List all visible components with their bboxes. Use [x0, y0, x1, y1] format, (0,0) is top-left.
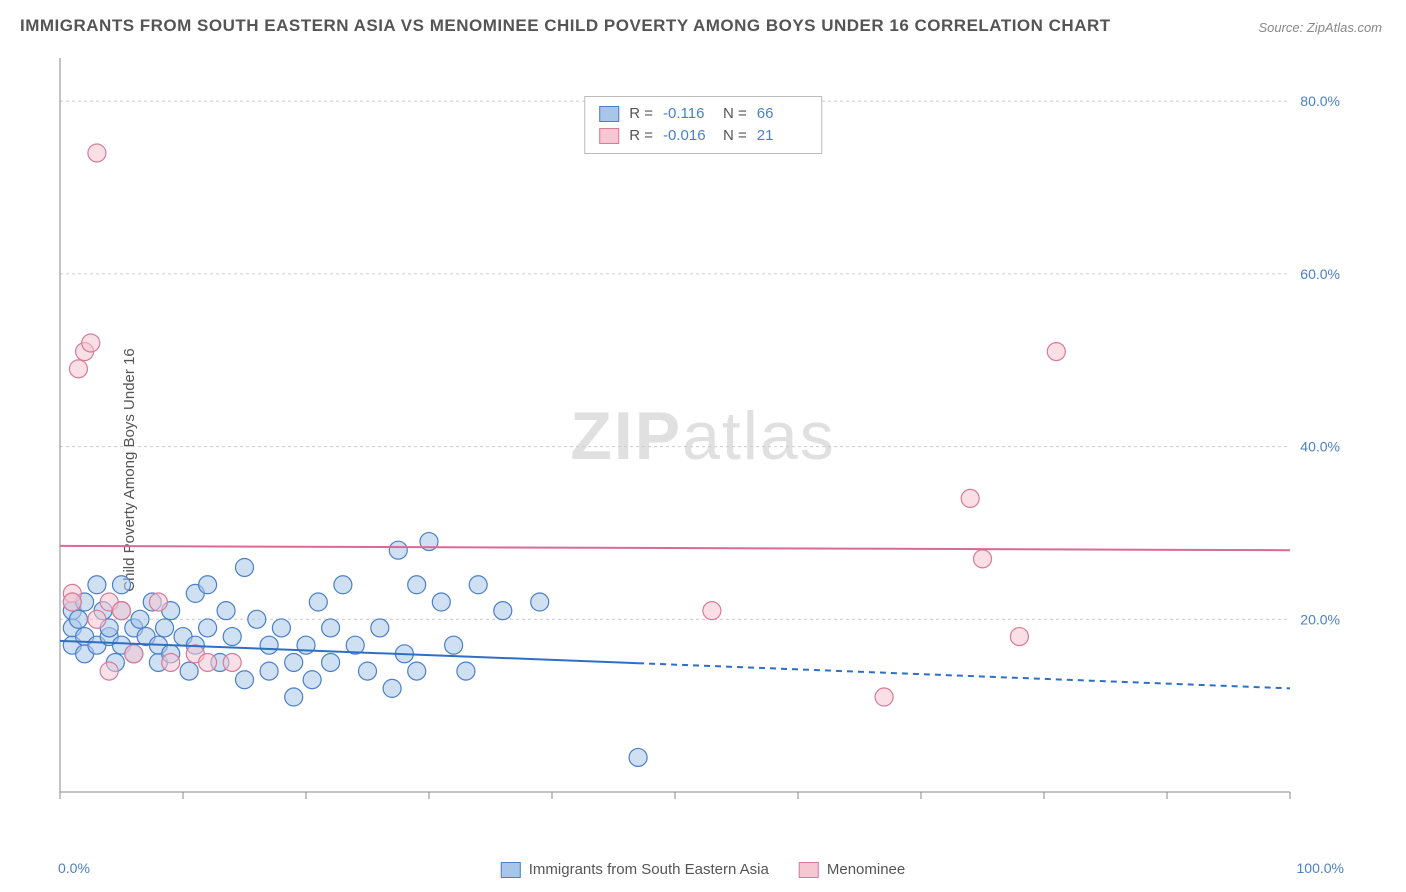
legend-correlation-box: R =-0.116N =66R =-0.016N =21 [584, 96, 822, 154]
legend-series: Immigrants from South Eastern Asia Menomi… [501, 861, 906, 878]
legend-item: Immigrants from South Eastern Asia [501, 861, 769, 878]
source-label: Source: ZipAtlas.com [1258, 20, 1382, 35]
legend-label: Immigrants from South Eastern Asia [529, 861, 769, 878]
legend-swatch [799, 862, 819, 878]
svg-text:20.0%: 20.0% [1300, 611, 1340, 627]
svg-text:80.0%: 80.0% [1300, 93, 1340, 109]
legend-item: Menominee [799, 861, 905, 878]
scatter-plot: 20.0% 40.0% 60.0% 80.0% [50, 48, 1350, 842]
x-axis-min-label: 0.0% [58, 860, 90, 876]
svg-text:60.0%: 60.0% [1300, 266, 1340, 282]
legend-correlation-row: R =-0.016N =21 [599, 125, 807, 147]
x-axis-max-label: 100.0% [1297, 860, 1344, 876]
chart-container: Child Poverty Among Boys Under 16 ZIPatl… [0, 48, 1406, 892]
legend-swatch [501, 862, 521, 878]
legend-label: Menominee [827, 861, 905, 878]
legend-swatch [599, 128, 619, 144]
svg-text:40.0%: 40.0% [1300, 439, 1340, 455]
chart-title: IMMIGRANTS FROM SOUTH EASTERN ASIA VS ME… [20, 16, 1111, 36]
legend-swatch [599, 106, 619, 122]
legend-correlation-row: R =-0.116N =66 [599, 103, 807, 125]
